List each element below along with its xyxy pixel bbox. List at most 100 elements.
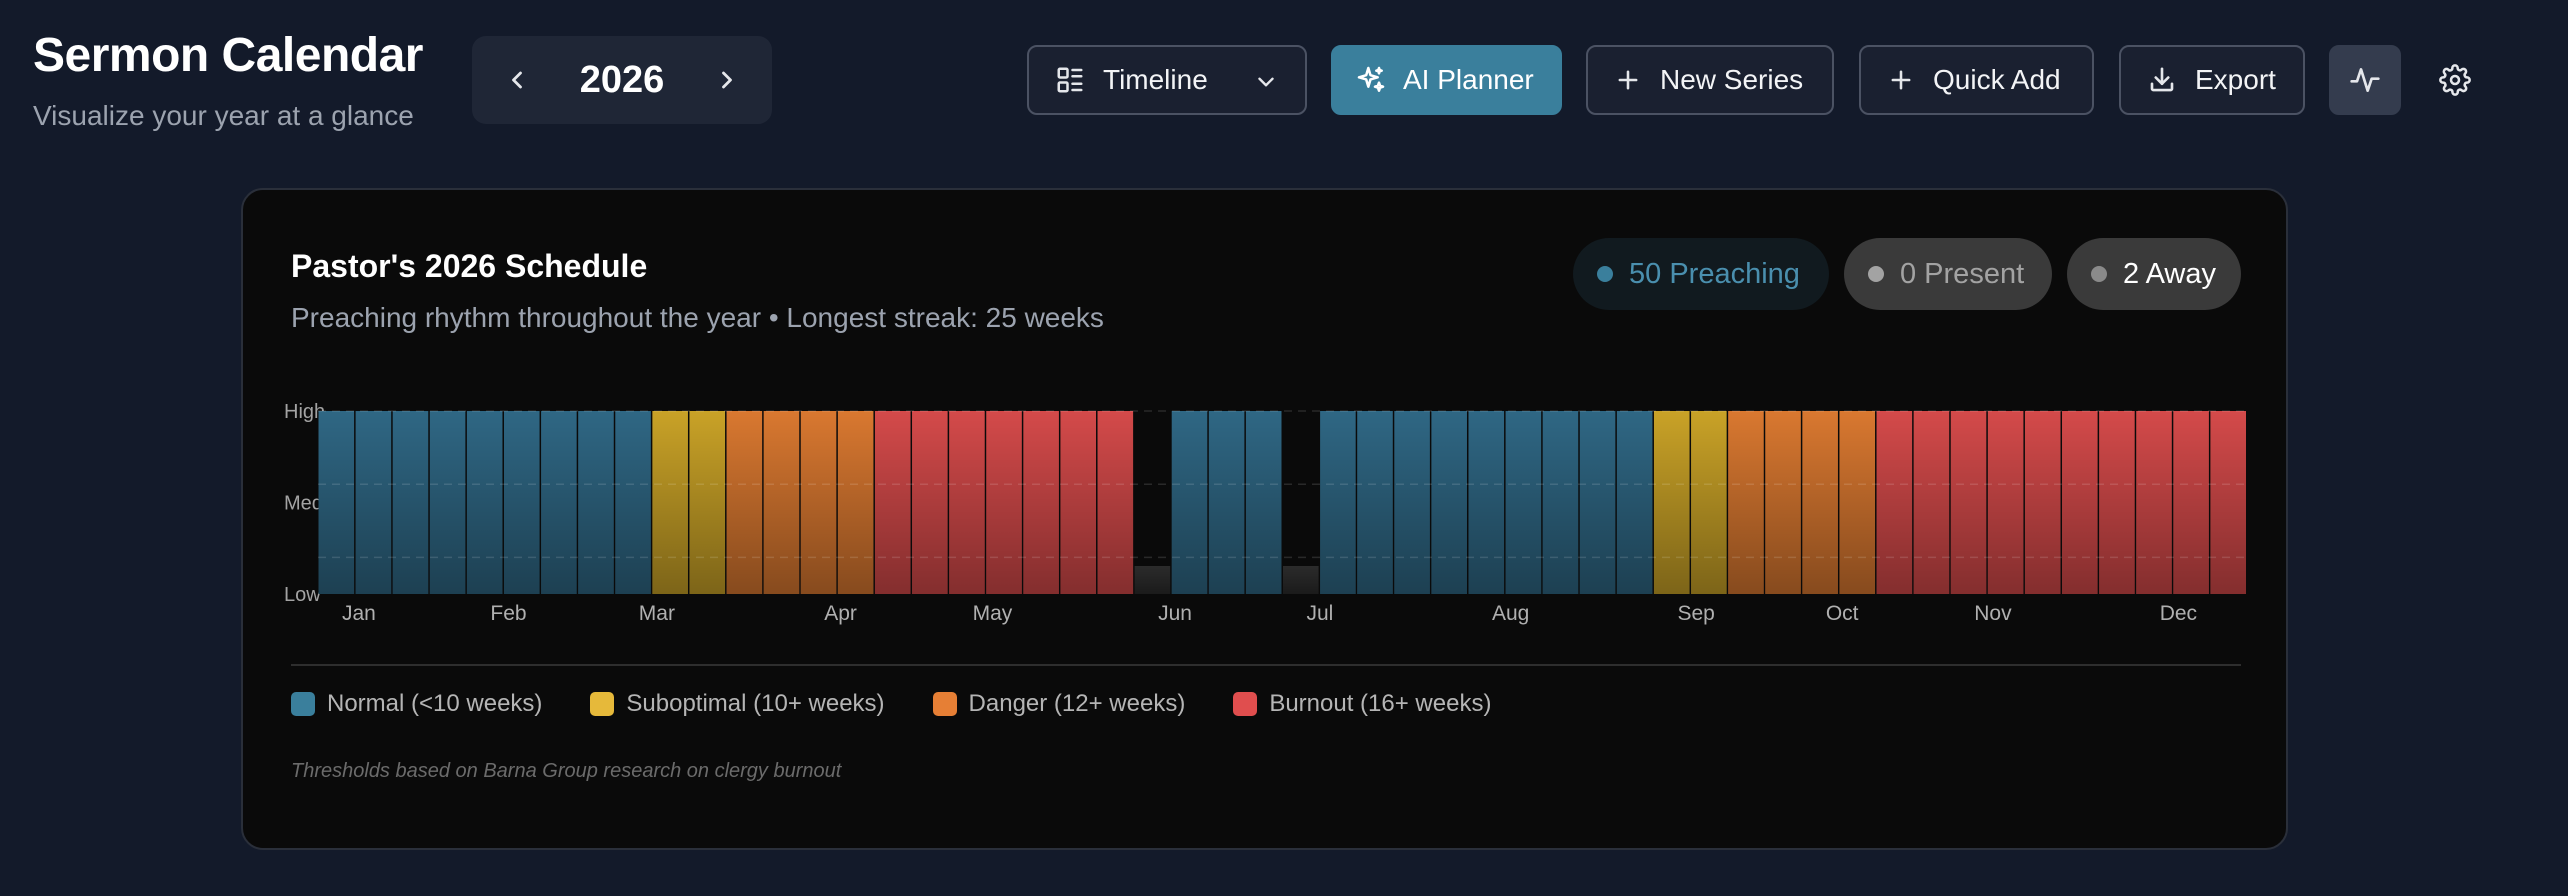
week-bar-shade: [1283, 566, 1319, 594]
download-icon: [2150, 67, 2174, 92]
chevron-down-icon: [1258, 77, 1274, 87]
week-bar-shade: [689, 411, 726, 594]
week-bar-shade: [2173, 411, 2209, 594]
x-tick-label: Dec: [2160, 602, 2197, 625]
week-bar-shade: [1802, 411, 1838, 594]
week-bar-shade: [1616, 411, 1653, 594]
gear-icon: [2439, 64, 2471, 96]
week-bar-shade: [2099, 411, 2135, 594]
legend-item: Danger (12+ weeks): [932, 690, 1186, 718]
chevron-right-icon: [722, 71, 732, 89]
week-bar-shade: [1839, 411, 1876, 594]
present-count: 0 Present: [1900, 257, 2025, 290]
activity-icon: [2350, 68, 2380, 92]
legend-divider: [291, 664, 2241, 666]
sparkles-icon: [1357, 66, 1385, 92]
week-bar-shade: [949, 411, 985, 594]
week-bar-shade: [1468, 411, 1505, 594]
quick-add-label: Quick Add: [1933, 64, 2061, 95]
ai-planner-button[interactable]: AI Planner: [1331, 45, 1562, 115]
y-tick-label: High: [284, 401, 325, 423]
x-tick-label: Jan: [342, 602, 376, 625]
view-select[interactable]: Timeline: [1027, 45, 1307, 115]
week-bar-shade: [1171, 411, 1208, 594]
x-tick-label: Feb: [490, 602, 526, 625]
plus-icon: [1891, 70, 1911, 90]
preaching-count: 50 Preaching: [1629, 257, 1800, 290]
schedule-title: Pastor's 2026 Schedule: [291, 248, 648, 284]
week-bar-shade: [1431, 411, 1467, 594]
week-bar-shade: [1653, 411, 1690, 594]
legend-swatch: [291, 692, 315, 716]
year-navigator: 2026: [472, 36, 772, 124]
week-bar-shade: [2136, 411, 2172, 594]
week-bar-shade: [2210, 411, 2246, 594]
week-bar-shade: [1023, 411, 1059, 594]
week-bar-shade: [578, 411, 614, 594]
page-header: Sermon Calendar Visualize your year at a…: [0, 0, 2568, 170]
x-tick-label: May: [973, 602, 1013, 625]
x-tick-label: Oct: [1826, 602, 1859, 625]
week-bar-shade: [1320, 411, 1356, 594]
legend-label: Suboptimal (10+ weeks): [626, 690, 885, 717]
week-bar-shade: [466, 411, 503, 594]
week-bar-shade: [1913, 411, 1950, 594]
next-year-button[interactable]: [692, 36, 762, 124]
legend-swatch: [1233, 692, 1258, 716]
week-bar-shade: [429, 411, 466, 594]
view-select-label: Timeline: [1103, 64, 1208, 95]
preaching-count-pill[interactable]: 50 Preaching: [1573, 238, 1829, 310]
page-title: Sermon Calendar: [33, 29, 423, 82]
legend-label: Burnout (16+ weeks): [1269, 690, 1492, 717]
x-tick-label: Jul: [1307, 602, 1334, 625]
schedule-card: Pastor's 2026 Schedule Preaching rhythm …: [241, 188, 2288, 850]
legend-item: Burnout (16+ weeks): [1233, 690, 1491, 718]
present-dot: [1868, 266, 1884, 282]
week-bar-shade: [874, 411, 911, 594]
week-bar-shade: [318, 411, 355, 594]
week-bar-shade: [1097, 411, 1134, 594]
chevron-left-icon: [512, 71, 522, 89]
week-bar-shade: [1357, 411, 1393, 594]
week-bar-shade: [912, 411, 948, 594]
away-count: 2 Away: [2123, 257, 2216, 290]
week-bar-shade: [1691, 411, 1727, 594]
export-label: Export: [2195, 64, 2276, 95]
week-bar-shade: [763, 411, 800, 594]
legend-item: Suboptimal (10+ weeks): [590, 690, 885, 718]
export-button[interactable]: Export: [2119, 45, 2305, 115]
legend-swatch: [932, 692, 957, 716]
week-bar-shade: [1728, 411, 1764, 594]
away-count-pill[interactable]: 2 Away: [2067, 238, 2241, 310]
settings-button[interactable]: [2432, 57, 2478, 103]
x-tick-label: Nov: [1974, 602, 2012, 625]
week-bar-shade: [1060, 411, 1097, 594]
week-bar-shade: [837, 411, 874, 594]
week-bar-shade: [1579, 411, 1616, 594]
week-bar-shade: [2062, 411, 2098, 594]
week-bar-shade: [355, 411, 392, 594]
week-bar-shade: [986, 411, 1022, 594]
activity-button[interactable]: [2329, 45, 2401, 115]
ai-planner-label: AI Planner: [1403, 64, 1534, 95]
y-tick-label: Med: [284, 493, 323, 515]
prev-year-button[interactable]: [482, 36, 552, 124]
week-bar-shade: [541, 411, 577, 594]
chart-legend: Normal (<10 weeks) Suboptimal (10+ weeks)…: [291, 682, 1539, 726]
x-tick-label: Aug: [1492, 602, 1529, 625]
present-count-pill[interactable]: 0 Present: [1844, 238, 2052, 310]
x-tick-label: Apr: [824, 602, 857, 625]
week-bar-shade: [1394, 411, 1430, 594]
plus-icon: [1618, 70, 1638, 90]
preaching-dot: [1597, 266, 1613, 282]
week-bar-shade: [1987, 411, 2024, 594]
legend-item: Normal (<10 weeks): [291, 690, 542, 718]
x-tick-label: Sep: [1677, 602, 1714, 625]
quick-add-button[interactable]: Quick Add: [1859, 45, 2094, 115]
week-bar-shade: [726, 411, 763, 594]
week-bar-shade: [1876, 411, 1913, 594]
new-series-label: New Series: [1660, 64, 1804, 95]
new-series-button[interactable]: New Series: [1586, 45, 1834, 115]
schedule-subtitle: Preaching rhythm throughout the year • L…: [291, 302, 1104, 333]
legend-label: Danger (12+ weeks): [968, 690, 1186, 717]
